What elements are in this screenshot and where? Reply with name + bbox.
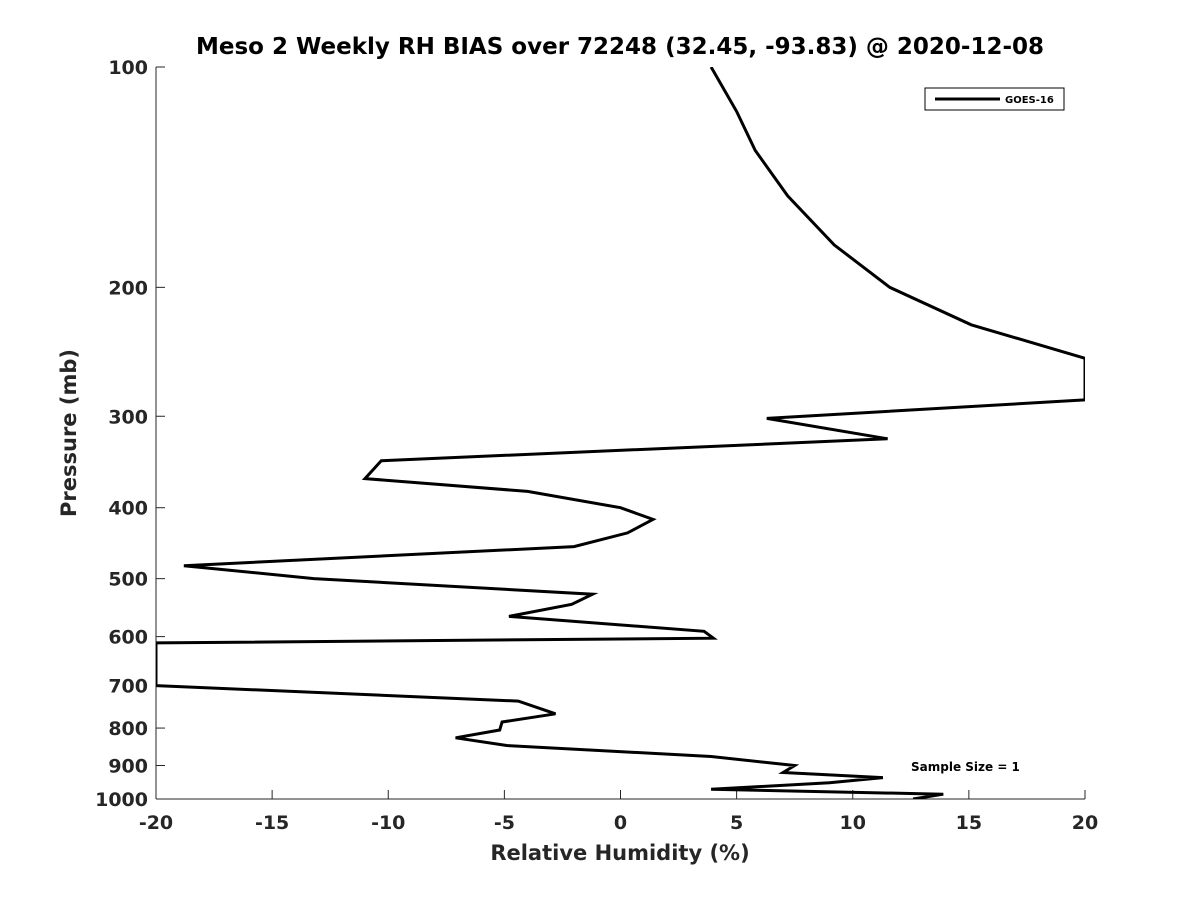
y-tick-label: 800: [108, 718, 148, 740]
x-tick-label: -20: [139, 812, 173, 834]
plot-background: [156, 67, 1085, 799]
y-tick-label: 200: [108, 277, 148, 299]
x-tick-label: -15: [255, 812, 289, 834]
x-axis-title: Relative Humidity (%): [490, 841, 749, 865]
y-tick-label: 400: [108, 498, 148, 520]
x-axis: -20 -15 -10 -5 0 5 10 15 20: [139, 790, 1098, 834]
y-axis-title: Pressure (mb): [57, 349, 81, 517]
legend: GOES-16: [924, 87, 1065, 111]
series-layer: [156, 67, 1085, 799]
x-tick-label: -10: [371, 812, 405, 834]
series-line-goes16: [156, 67, 1085, 799]
chart-title: Meso 2 Weekly RH BIAS over 72248 (32.45,…: [196, 34, 1044, 60]
x-tick-label: -5: [494, 812, 515, 834]
x-tick-label: 0: [614, 812, 627, 834]
y-tick-label: 100: [108, 57, 148, 79]
x-tick-label: 15: [956, 812, 982, 834]
legend-label-goes16: GOES-16: [1005, 95, 1054, 106]
y-tick-label: 900: [108, 756, 148, 778]
y-tick-label: 300: [108, 406, 148, 428]
x-tick-label: 5: [730, 812, 743, 834]
x-tick-label: 20: [1072, 812, 1098, 834]
y-tick-label: 700: [108, 676, 148, 698]
y-tick-label: 1000: [95, 789, 148, 811]
x-tick-label: 10: [840, 812, 866, 834]
y-tick-label: 600: [108, 627, 148, 649]
y-tick-label: 500: [108, 569, 148, 591]
sample-size-annotation: Sample Size = 1: [911, 760, 1020, 774]
y-axis: 100 200 300 400 500 600 700 800 900 1000: [95, 57, 165, 811]
